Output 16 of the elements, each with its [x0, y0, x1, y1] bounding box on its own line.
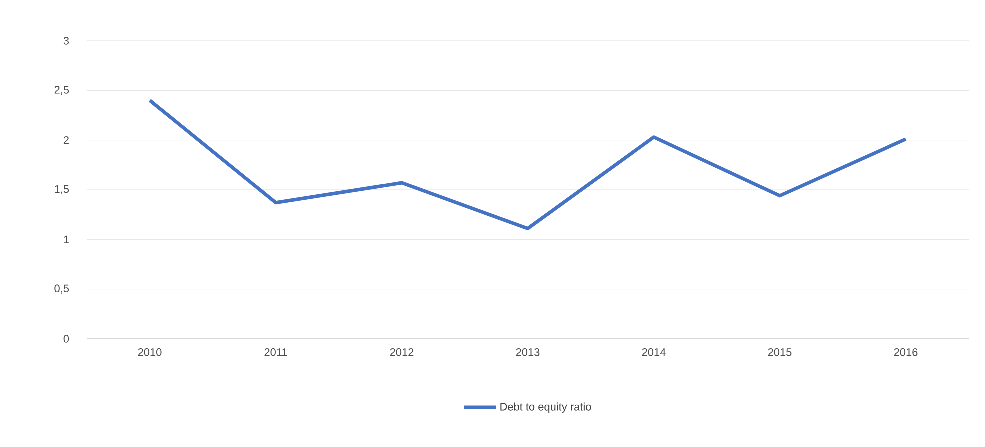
- y-tick-label: 0,5: [54, 284, 70, 294]
- x-tick-label: 2014: [642, 348, 666, 356]
- x-tick-label: 2011: [264, 348, 288, 356]
- y-tick-label: 2: [64, 136, 69, 144]
- legend-label: Debt to equity ratio: [500, 402, 592, 413]
- x-tick-label: 2016: [894, 348, 918, 356]
- y-tick-label: 1,5: [55, 186, 70, 194]
- y-tick-label: 1: [64, 236, 69, 244]
- line-series: [148, 98, 908, 230]
- x-tick-label: 2013: [516, 348, 540, 356]
- y-tick-label: 3: [64, 37, 70, 45]
- x-tick-label: 2010: [138, 348, 162, 356]
- y-tick-label: 2,5: [54, 86, 70, 96]
- y-tick-label: 0: [64, 335, 70, 343]
- x-tick-label: 2015: [768, 348, 792, 356]
- x-tick-label: 2012: [390, 348, 414, 356]
